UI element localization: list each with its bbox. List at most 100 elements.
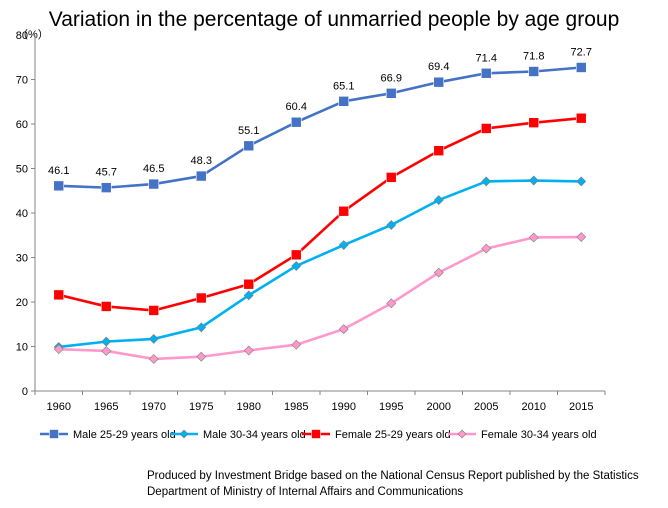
data-label: 71.8	[523, 50, 544, 62]
data-label: 55.1	[238, 125, 259, 137]
data-point	[575, 62, 587, 73]
data-point	[243, 290, 254, 301]
data-point	[196, 351, 207, 362]
data-point	[148, 354, 159, 364]
data-point	[100, 301, 112, 312]
data-point	[338, 240, 349, 250]
data-point	[53, 180, 65, 192]
legend-item-1: Male 25-29 years old	[40, 429, 176, 441]
data-point	[290, 116, 302, 128]
series-3	[53, 112, 587, 316]
legend-label: Female 25-29 years old	[335, 429, 451, 441]
legend-marker	[49, 429, 59, 439]
y-tick-label: 80	[16, 30, 28, 42]
data-point	[433, 267, 444, 278]
data-point	[291, 339, 302, 350]
chart-title: Variation in the percentage of unmarried…	[48, 8, 620, 31]
data-point	[480, 67, 492, 79]
legend-item-4: Female 30-34 years old	[448, 429, 597, 441]
data-point	[575, 112, 587, 124]
data-point	[528, 117, 540, 128]
data-label: 66.9	[381, 72, 402, 84]
data-point	[243, 278, 255, 290]
legend-item-2: Male 30-34 years old	[170, 429, 306, 441]
data-label: 45.7	[96, 167, 117, 179]
data-point	[290, 249, 302, 261]
y-tick-label: 40	[16, 208, 28, 220]
source-line-1: Produced by Investment Bridge based on t…	[147, 470, 639, 482]
legend-marker	[457, 429, 467, 439]
data-label: 46.1	[48, 165, 69, 177]
data-point	[528, 232, 539, 243]
x-tick-label: 1995	[379, 401, 403, 413]
data-label: 72.7	[571, 46, 592, 58]
axes: 0 10 20 30 40 50 60 70 80 1960 1965 1970 1975 1980 198…	[16, 30, 606, 413]
series-2	[53, 175, 587, 352]
data-point	[291, 261, 302, 271]
x-tick-label: 1975	[189, 401, 213, 413]
data-point	[101, 346, 112, 356]
data-point	[243, 345, 254, 356]
y-tick-label: 60	[16, 119, 28, 131]
data-point	[386, 298, 397, 309]
data-point	[528, 175, 539, 186]
x-tick-label: 2010	[522, 401, 546, 413]
data-point	[386, 220, 397, 230]
data-point	[338, 96, 350, 107]
data-point	[100, 182, 112, 193]
series-line	[58, 235, 582, 361]
data-point	[195, 292, 207, 304]
source-line-2: Department of Ministry of Internal Affai…	[147, 486, 464, 498]
data-point	[53, 289, 65, 301]
y-tick-label: 0	[22, 386, 28, 398]
legend-marker	[179, 429, 189, 439]
data-point	[148, 178, 160, 190]
data-point	[148, 305, 160, 316]
data-point	[433, 195, 444, 206]
data-point	[433, 145, 445, 156]
data-label: 65.1	[333, 80, 354, 92]
x-tick-label: 1965	[94, 401, 118, 413]
data-point	[101, 336, 112, 347]
x-tick-label: 1960	[47, 401, 71, 413]
data-point	[148, 334, 159, 344]
y-tick-label: 30	[16, 253, 28, 265]
y-tick-label: 50	[16, 164, 28, 176]
data-point	[433, 76, 445, 88]
legend-label: Female 30-34 years old	[481, 429, 597, 441]
data-point	[243, 140, 255, 152]
series-1: 46.1 45.7 46.5 48.3 55.1 60.4 65.1 66.9 69.4 71.4…	[48, 46, 592, 193]
x-tick-label: 2015	[569, 401, 593, 413]
series-line	[58, 179, 582, 349]
data-point	[576, 176, 587, 187]
legend: Male 25-29 years old Male 30-34 years old…	[40, 429, 597, 441]
y-tick-label: 20	[16, 297, 28, 309]
x-tick-label: 2005	[474, 401, 498, 413]
x-tick-label: 1980	[237, 401, 261, 413]
data-label: 46.5	[143, 163, 164, 175]
data-point	[195, 170, 207, 182]
data-point	[576, 232, 587, 242]
legend-marker	[311, 429, 321, 439]
y-tick-label: 10	[16, 342, 28, 354]
data-label: 69.4	[428, 61, 449, 73]
data-point	[481, 176, 492, 187]
data-point	[53, 344, 64, 355]
legend-item-3: Female 25-29 years old	[302, 429, 451, 441]
data-point	[338, 324, 349, 335]
data-point	[338, 205, 350, 217]
x-tick-label: 2000	[427, 401, 451, 413]
x-tick-label: 1990	[332, 401, 356, 413]
legend-label: Male 30-34 years old	[203, 429, 306, 441]
data-point	[481, 243, 492, 254]
series-line	[58, 116, 582, 312]
source-note: Produced by Investment Bridge based on t…	[147, 468, 639, 500]
legend-label: Male 25-29 years old	[73, 429, 176, 441]
data-label: 71.4	[476, 52, 497, 64]
series-line	[58, 66, 582, 189]
data-point	[528, 66, 540, 77]
x-tick-label: 1985	[284, 401, 308, 413]
x-tick-label: 1970	[142, 401, 166, 413]
data-point	[385, 87, 397, 99]
